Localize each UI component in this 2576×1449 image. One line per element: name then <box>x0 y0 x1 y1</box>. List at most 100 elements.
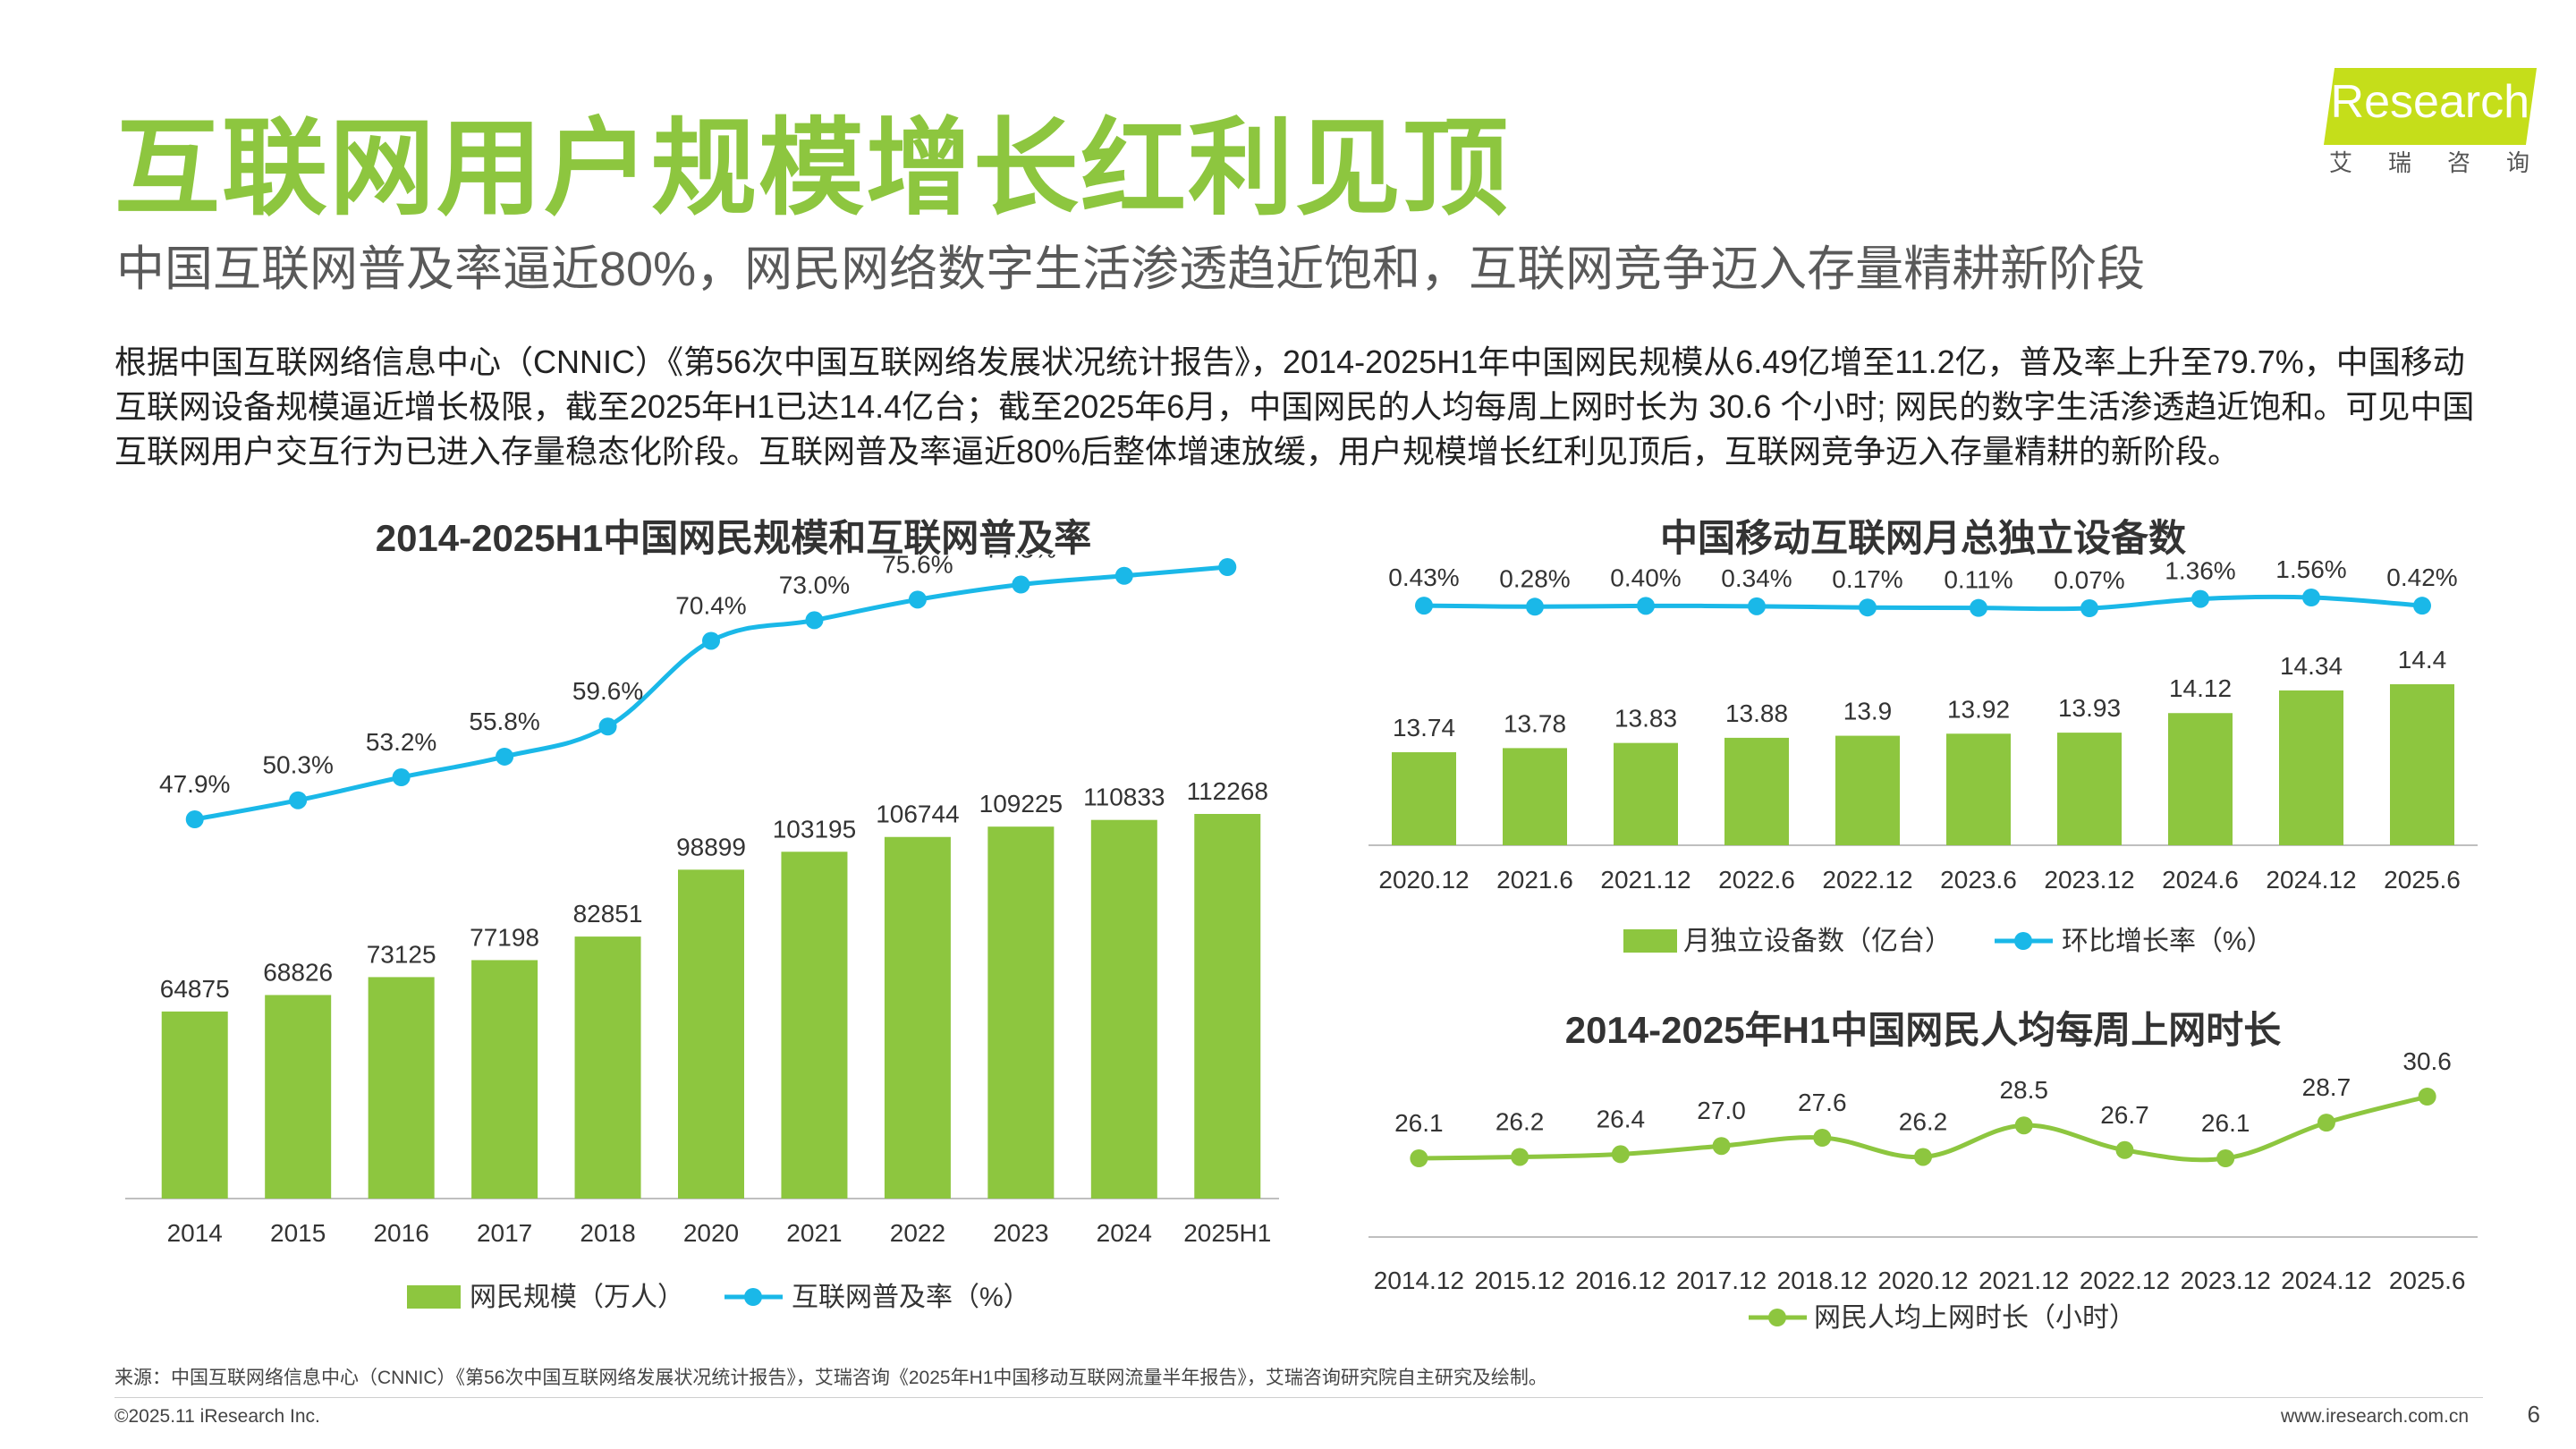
chart1-x-tick: 2020 <box>683 1219 739 1247</box>
chart1-bar-label: 109225 <box>979 790 1063 818</box>
chart1-rate-point <box>1012 575 1030 594</box>
chart2-bar <box>2279 690 2343 845</box>
chart1-rate-label: 77.5% <box>986 555 1056 564</box>
chart1-legend-line-label: 互联网普及率（%） <box>792 1283 1030 1312</box>
chart1-x-tick: 2015 <box>270 1219 326 1247</box>
chart2-bar-label: 14.34 <box>2280 652 2343 680</box>
chart1-rate-point <box>289 791 308 809</box>
chart2-rate-point <box>1748 597 1766 615</box>
chart1-bar-label: 77198 <box>470 923 539 951</box>
chart3-x-tick: 2015.12 <box>1474 1267 1564 1294</box>
chart1-bar-label: 110833 <box>1083 784 1165 811</box>
chart2-rate-point <box>2302 589 2320 606</box>
chart2-title: 中国移动互联网月总独立设备数 <box>1659 517 2186 559</box>
chart3-hours-point <box>2216 1149 2235 1167</box>
chart2-bar-label: 13.88 <box>1725 699 1788 727</box>
chart2-rate-point <box>2191 589 2209 608</box>
copyright: ©2025.11 iResearch Inc. <box>114 1406 320 1427</box>
chart3-hours-point <box>1410 1149 1428 1167</box>
chart2-rate-label: 0.34% <box>1721 564 1792 592</box>
chart2-rate-point <box>1526 597 1544 616</box>
chart2-bar-label: 14.4 <box>2398 646 2447 674</box>
chart1-rate-point <box>392 768 411 786</box>
chart3-x-tick: 2024.12 <box>2281 1267 2371 1294</box>
chart2-rate-label: 1.36% <box>2165 557 2235 585</box>
chart1-bar-label: 64875 <box>160 975 230 1003</box>
chart1-bar <box>884 836 951 1199</box>
chart2-bar <box>2390 684 2454 845</box>
chart2-rate-label: 0.40% <box>1610 564 1681 591</box>
chart2-x-tick: 2021.12 <box>1600 866 1690 894</box>
chart1-rate-label: 70.4% <box>675 591 746 619</box>
chart1-rate-label: 73.0% <box>779 571 850 598</box>
logo-subtext: 艾瑞咨询 <box>2329 149 2566 176</box>
chart2-mobile-devices: 13.74 2020.12 13.78 2021.6 13.83 2021.12 13.88… <box>1368 555 2478 956</box>
chart1-legend-line-marker <box>744 1288 762 1306</box>
chart1-rate-label: 75.6% <box>882 555 953 578</box>
page-title: 互联网用户规模增长红利见顶 <box>114 110 1511 228</box>
chart2-rate-line <box>1423 594 2423 612</box>
chart3-hours-point <box>2418 1088 2436 1106</box>
chart2-legend-bar-label: 月独立设备数（亿台） <box>1683 927 1952 956</box>
chart3-x-tick: 2017.12 <box>1676 1267 1767 1294</box>
chart1-rate-point <box>185 810 204 828</box>
chart1-netizen-scale: 64875 2014 68826 2015 73125 2016 77198 2017 8285… <box>125 555 1279 1312</box>
page-number: 6 <box>2527 1401 2540 1428</box>
chart3-hours-point <box>2115 1140 2134 1159</box>
chart3-hours-point <box>1712 1137 1731 1156</box>
chart2-rate-label: 0.42% <box>2386 564 2457 591</box>
chart2-x-tick: 2023.12 <box>2044 866 2134 894</box>
chart1-rate-point <box>1114 566 1133 585</box>
chart3-x-tick: 2023.12 <box>2181 1267 2271 1294</box>
chart2-bar-label: 13.74 <box>1393 714 1455 741</box>
chart1-bar-label: 106744 <box>876 801 959 828</box>
chart2-rate-label: 0.43% <box>1388 564 1459 591</box>
chart1-x-tick: 2025H1 <box>1183 1219 1271 1247</box>
chart3-hours-point <box>2014 1116 2033 1135</box>
chart3-weekly-hours: 2014.12 2015.12 2016.12 2017.12 2018.12 2020.… <box>1368 1047 2478 1333</box>
chart1-bar-label: 112268 <box>1187 777 1268 805</box>
chart2-bar <box>2168 713 2233 845</box>
chart2-bar-label: 13.92 <box>1947 695 2010 723</box>
chart1-rate-point <box>908 590 927 609</box>
chart2-x-tick: 2021.6 <box>1496 866 1573 894</box>
chart1-x-tick: 2023 <box>993 1219 1048 1247</box>
chart2-bar <box>1724 737 1789 845</box>
chart2-bar <box>1946 733 2011 845</box>
chart2-rate-point <box>1637 597 1655 615</box>
website: www.iresearch.com.cn <box>2280 1406 2469 1427</box>
chart3-hours-point <box>1511 1148 1530 1166</box>
chart1-bar <box>987 826 1055 1199</box>
source-note: 来源：中国互联网络信息中心（CNNIC）《第56次中国互联网络发展状况统计报告》… <box>114 1368 1547 1388</box>
chart2-rate-label: 0.07% <box>2054 566 2124 594</box>
chart1-legend-bar-swatch <box>407 1285 461 1309</box>
chart2-x-tick: 2022.12 <box>1822 866 1912 894</box>
chart2-x-tick: 2023.6 <box>1940 866 2017 894</box>
chart1-bar <box>161 1011 228 1199</box>
chart2-rate-point <box>2413 597 2431 615</box>
chart3-hours-point <box>1611 1145 1630 1164</box>
chart2-bar <box>1503 748 1567 845</box>
chart1-rate-point <box>702 631 720 650</box>
chart1-rate-point <box>598 717 617 736</box>
chart2-x-tick: 2020.12 <box>1378 866 1469 894</box>
chart3-hours-label: 27.0 <box>1697 1097 1746 1124</box>
chart1-x-tick: 2016 <box>373 1219 428 1247</box>
chart2-rate-label: 1.56% <box>2275 555 2346 583</box>
chart3-x-tick: 2020.12 <box>1877 1267 1968 1294</box>
chart2-bar-label: 13.83 <box>1614 705 1677 733</box>
chart2-rate-label: 0.28% <box>1499 564 1570 592</box>
chart1-rate-point <box>1218 558 1237 576</box>
chart1-rate-label: 53.2% <box>366 728 436 756</box>
chart3-hours-point <box>1813 1129 1832 1147</box>
chart3-hours-label: 26.7 <box>2100 1101 2149 1129</box>
chart2-legend-line-label: 环比增长率（%） <box>2062 927 2274 956</box>
chart2-bar <box>1614 742 1678 845</box>
chart1-rate-label: 55.8% <box>469 708 539 735</box>
chart1-bar <box>471 960 538 1199</box>
logo-text: iResearch <box>2320 76 2530 128</box>
chart3-hours-label: 27.6 <box>1798 1089 1847 1116</box>
chart2-bar-label: 13.78 <box>1504 709 1566 737</box>
chart2-rate-point <box>1859 598 1877 617</box>
chart3-legend-label: 网民人均上网时长（小时） <box>1814 1303 2136 1333</box>
